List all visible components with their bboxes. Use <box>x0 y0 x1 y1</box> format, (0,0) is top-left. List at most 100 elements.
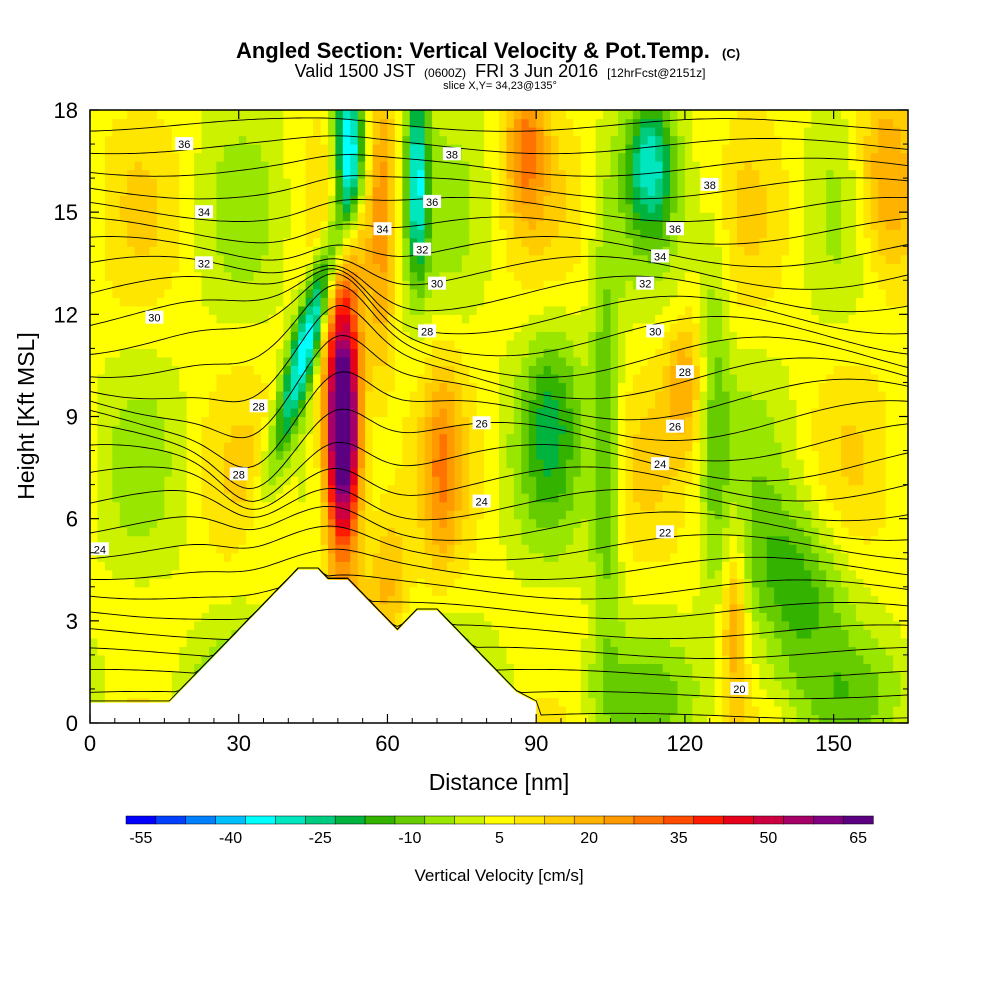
field-cell <box>387 331 396 341</box>
field-cell <box>365 399 374 409</box>
field-cell <box>394 356 403 367</box>
field-cell <box>424 442 433 452</box>
field-cell <box>156 382 165 392</box>
field-cell <box>580 399 589 409</box>
field-cell <box>112 476 121 486</box>
field-cell <box>290 314 299 324</box>
field-cell <box>246 433 255 443</box>
field-cell <box>409 390 418 401</box>
field-cell <box>283 356 292 367</box>
field-cell <box>186 407 195 418</box>
field-cell <box>194 433 203 443</box>
field-cell <box>476 297 485 307</box>
field-cell <box>350 127 359 137</box>
field-cell <box>246 110 255 120</box>
field-cell <box>372 407 381 418</box>
field-cell <box>186 373 195 384</box>
field-cell <box>134 407 143 418</box>
field-cell <box>357 433 366 443</box>
field-cell <box>551 348 560 358</box>
field-cell <box>223 144 232 154</box>
field-cell <box>156 365 165 375</box>
field-cell <box>171 390 180 401</box>
field-cell <box>387 569 396 579</box>
field-cell <box>499 186 508 196</box>
field-cell <box>104 152 113 162</box>
field-cell <box>186 365 195 375</box>
field-cell <box>194 135 203 145</box>
field-cell <box>261 271 270 281</box>
field-cell <box>499 654 508 664</box>
field-cell <box>543 527 552 537</box>
field-cell <box>201 152 210 162</box>
field-cell <box>469 442 478 452</box>
field-cell <box>283 561 292 571</box>
field-cell <box>305 144 314 154</box>
field-cell <box>357 152 366 162</box>
field-cell <box>580 195 589 205</box>
field-cell <box>179 203 188 213</box>
field-cell <box>104 135 113 145</box>
field-cell <box>112 288 121 298</box>
field-cell <box>506 561 515 571</box>
field-cell <box>365 305 374 315</box>
field-cell <box>246 356 255 367</box>
field-cell <box>238 365 247 375</box>
field-cell <box>216 399 225 409</box>
field-cell <box>432 442 441 452</box>
field-cell <box>573 356 582 367</box>
field-cell <box>439 246 448 256</box>
field-cell <box>528 186 537 196</box>
field-cell <box>149 365 158 375</box>
field-cell <box>439 518 448 528</box>
field-cell <box>543 663 552 673</box>
field-cell <box>104 671 113 682</box>
field-cell <box>246 535 255 545</box>
field-cell <box>142 348 151 358</box>
field-cell <box>320 348 329 358</box>
field-cell <box>536 127 545 137</box>
field-cell <box>603 612 612 622</box>
field-cell <box>543 263 552 273</box>
field-cell <box>454 484 463 494</box>
field-cell <box>394 527 403 537</box>
field-cell <box>357 476 366 486</box>
field-cell <box>409 356 418 367</box>
field-cell <box>164 578 173 588</box>
field-cell <box>298 246 307 256</box>
field-cell <box>156 467 165 477</box>
field-cell <box>186 535 195 545</box>
field-cell <box>112 425 121 435</box>
field-cell <box>149 161 158 171</box>
field-cell <box>156 663 165 673</box>
field-cell <box>90 595 99 605</box>
field-cell <box>119 654 128 664</box>
field-cell <box>261 169 270 179</box>
field-cell <box>320 322 329 332</box>
field-cell <box>558 339 567 349</box>
field-cell <box>357 356 366 367</box>
field-cell <box>446 195 455 205</box>
field-cell <box>97 271 106 281</box>
field-cell <box>290 288 299 298</box>
field-cell <box>179 467 188 477</box>
field-cell <box>142 569 151 579</box>
field-cell <box>439 373 448 384</box>
field-cell <box>543 586 552 596</box>
field-cell <box>275 518 284 528</box>
field-cell <box>104 407 113 418</box>
field-cell <box>208 586 218 596</box>
field-cell <box>551 646 560 656</box>
field-cell <box>216 442 225 452</box>
field-cell <box>528 348 537 358</box>
field-cell <box>580 407 589 418</box>
field-cell <box>580 578 589 588</box>
field-cell <box>513 569 522 579</box>
field-cell <box>142 552 151 562</box>
field-cell <box>409 161 418 171</box>
field-cell <box>223 365 232 375</box>
field-cell <box>119 178 128 188</box>
field-cell <box>186 178 195 188</box>
field-cell <box>149 144 158 154</box>
field-cell <box>573 578 582 588</box>
